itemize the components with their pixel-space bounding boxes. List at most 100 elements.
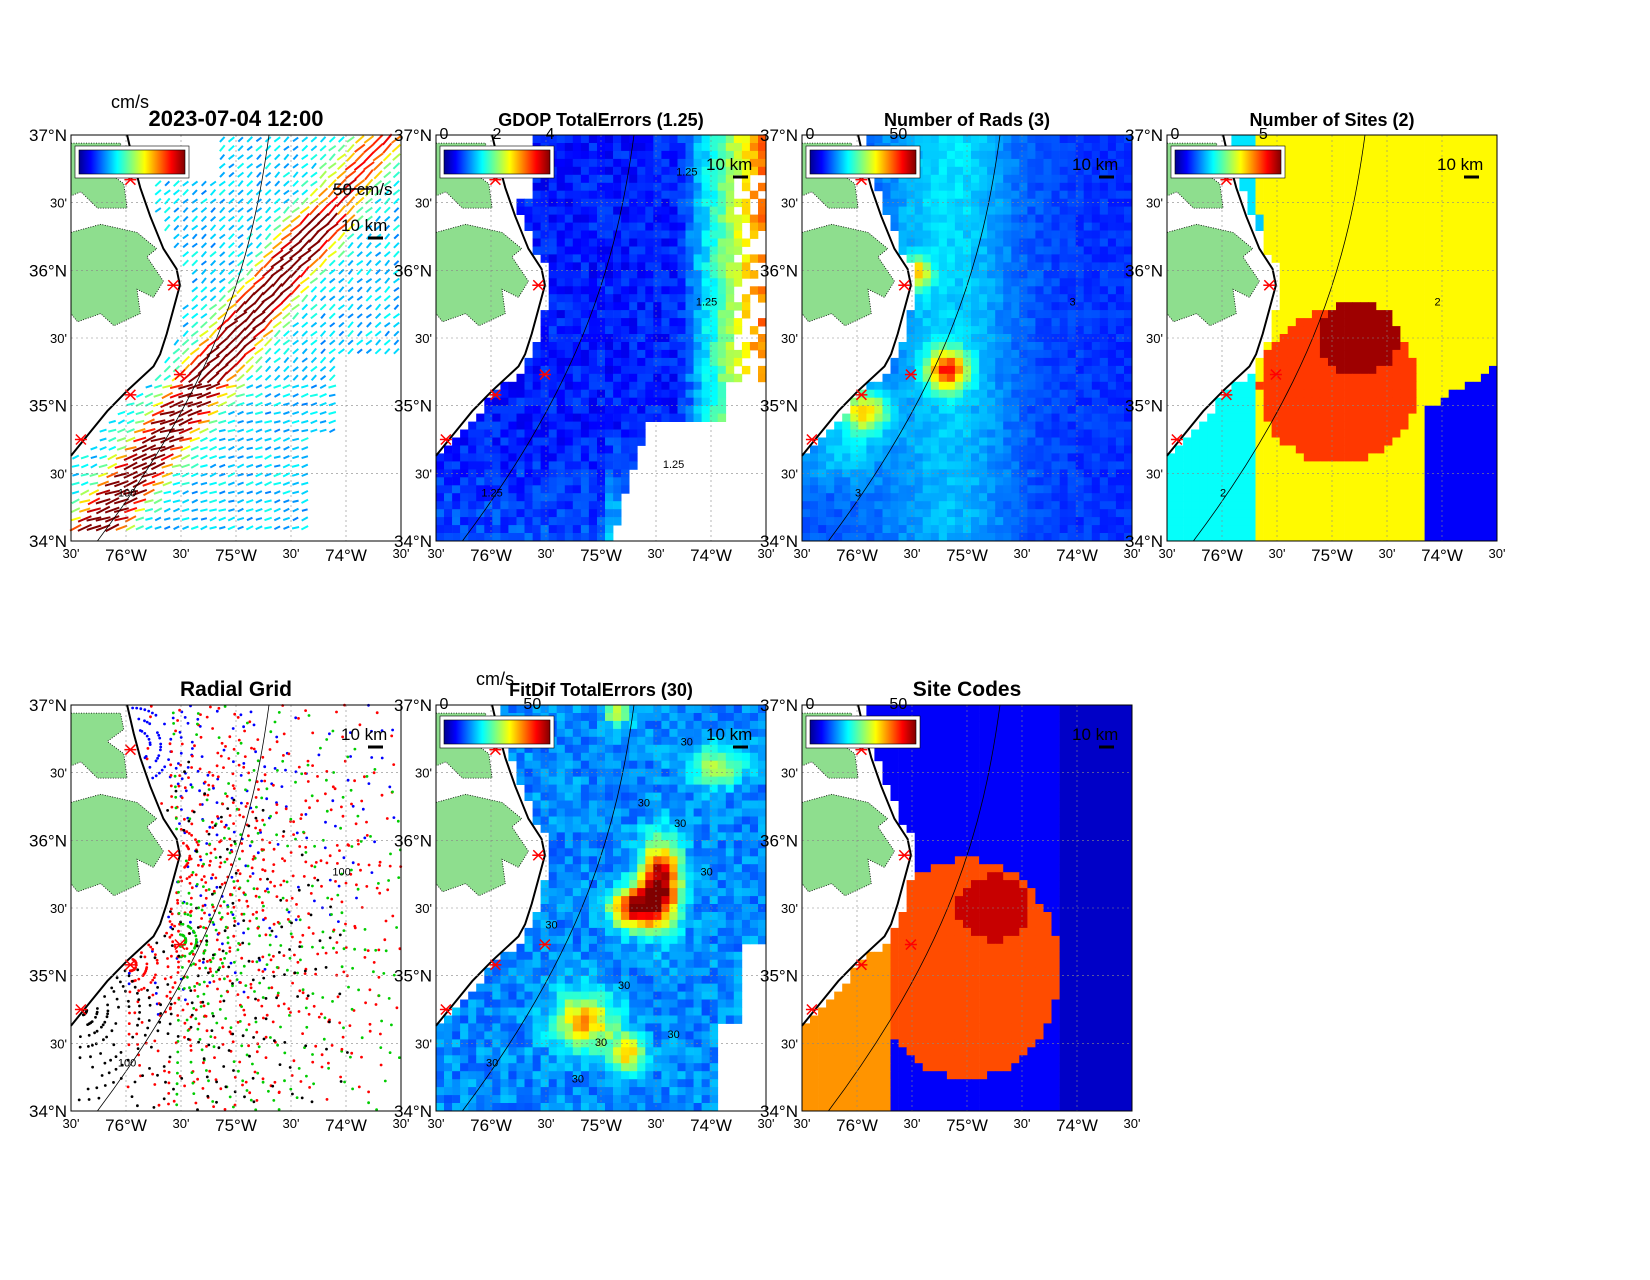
number-of-sites-cell	[1465, 207, 1473, 215]
number-of-rads-cell	[931, 270, 939, 278]
number-of-rads-cell	[891, 414, 899, 422]
number-of-sites-cell	[1384, 143, 1392, 151]
number-of-rads-cell	[995, 446, 1003, 454]
number-of-sites-cell	[1344, 159, 1352, 167]
gdop-total-errors-cell	[557, 406, 565, 414]
number-of-sites-cell	[1320, 318, 1328, 326]
number-of-rads-cell	[955, 262, 963, 270]
number-of-rads-cell	[1068, 382, 1076, 390]
number-of-rads-cell	[1052, 398, 1060, 406]
number-of-rads-cell	[1084, 310, 1092, 318]
gdop-total-errors-cell	[557, 278, 565, 286]
gdop-total-errors-cell	[565, 453, 573, 461]
number-of-rads-cell	[874, 390, 882, 398]
number-of-rads-cell	[1100, 374, 1108, 382]
number-of-rads-cell	[987, 517, 995, 525]
number-of-rads-cell	[1035, 191, 1043, 199]
number-of-rads-cell	[979, 151, 987, 159]
gdop-total-errors-cell	[452, 438, 460, 446]
gdop-total-errors-cell	[637, 183, 645, 191]
number-of-rads-cell	[979, 501, 987, 509]
gdop-total-errors-cell	[621, 278, 629, 286]
number-of-rads-cell	[891, 533, 899, 541]
gdop-total-errors-cell	[500, 390, 508, 398]
number-of-rads-cell	[1027, 151, 1035, 159]
number-of-rads-cell	[971, 533, 979, 541]
number-of-rads-cell	[1044, 286, 1052, 294]
number-of-rads-cell	[907, 438, 915, 446]
gdop-total-errors-cell	[661, 286, 669, 294]
number-of-rads-cell	[1108, 374, 1116, 382]
number-of-sites-cell	[1352, 286, 1360, 294]
gdop-total-errors-cell	[573, 270, 581, 278]
number-of-sites-cell	[1280, 318, 1288, 326]
number-of-sites-cell	[1400, 326, 1408, 334]
number-of-sites-cell	[1433, 215, 1441, 223]
number-of-rads-cell	[987, 438, 995, 446]
gdop-total-errors-cell	[581, 175, 589, 183]
number-of-sites-cell	[1296, 159, 1304, 167]
number-of-rads-cell	[1060, 326, 1068, 334]
number-of-rads-cell	[1084, 326, 1092, 334]
number-of-rads-cell	[987, 414, 995, 422]
gdop-total-errors-cell	[661, 151, 669, 159]
number-of-rads-cell	[1100, 286, 1108, 294]
number-of-rads-cell	[899, 509, 907, 517]
gdop-total-errors-cell	[533, 350, 541, 358]
number-of-rads-cell	[907, 350, 915, 358]
gdop-total-errors-cell	[637, 422, 645, 430]
number-of-sites-cell	[1336, 215, 1344, 223]
lon-minute-label: 30'	[428, 546, 445, 561]
number-of-rads-cell	[1068, 247, 1076, 255]
gdop-total-errors-cell	[492, 453, 500, 461]
number-of-rads-cell	[1052, 517, 1060, 525]
number-of-sites-cell	[1312, 191, 1320, 199]
number-of-sites-cell	[1280, 191, 1288, 199]
number-of-sites-cell	[1280, 135, 1288, 143]
number-of-sites-cell	[1409, 326, 1417, 334]
number-of-rads-cell	[995, 430, 1003, 438]
number-of-rads-cell	[1044, 175, 1052, 183]
number-of-sites-cell	[1312, 239, 1320, 247]
gdop-total-errors-cell	[565, 302, 573, 310]
number-of-rads-cell	[899, 231, 907, 239]
number-of-rads-cell	[1124, 382, 1132, 390]
number-of-rads-cell	[1124, 350, 1132, 358]
gdop-total-errors-cell	[637, 270, 645, 278]
number-of-sites-cell	[1473, 294, 1481, 302]
gdop-total-errors-cell	[669, 247, 677, 255]
number-of-sites-cell	[1481, 254, 1489, 262]
gdop-total-errors-cell	[541, 215, 549, 223]
number-of-rads-cell	[858, 414, 866, 422]
number-of-rads-cell	[1019, 533, 1027, 541]
number-of-rads-cell	[1124, 430, 1132, 438]
number-of-rads-cell	[834, 446, 842, 454]
gdop-total-errors-cell	[621, 350, 629, 358]
number-of-rads-cell	[987, 358, 995, 366]
number-of-rads-cell	[939, 175, 947, 183]
number-of-rads-cell	[1092, 135, 1100, 143]
gdop-total-errors-cell	[645, 215, 653, 223]
gdop-total-errors-cell	[605, 159, 613, 167]
number-of-rads-cell	[955, 167, 963, 175]
number-of-rads-cell	[979, 438, 987, 446]
gdop-total-errors-cell	[669, 215, 677, 223]
gdop-total-errors-cell	[525, 406, 533, 414]
gdop-total-errors-cell	[573, 294, 581, 302]
number-of-rads-cell	[907, 223, 915, 231]
number-of-rads-cell	[907, 215, 915, 223]
number-of-rads-cell	[1035, 358, 1043, 366]
number-of-rads-cell	[1027, 390, 1035, 398]
number-of-rads-cell	[883, 533, 891, 541]
gdop-total-errors-cell	[573, 438, 581, 446]
number-of-rads-cell	[1084, 438, 1092, 446]
number-of-sites-cell	[1304, 310, 1312, 318]
gdop-total-errors-cell	[637, 318, 645, 326]
number-of-sites-cell	[1376, 310, 1384, 318]
gdop-total-errors-cell	[436, 477, 444, 485]
gdop-total-errors-cell	[581, 509, 589, 517]
gdop-total-errors-cell	[492, 517, 500, 525]
gdop-total-errors-cell	[718, 374, 726, 382]
number-of-rads-cell	[971, 326, 979, 334]
number-of-rads-cell	[883, 446, 891, 454]
